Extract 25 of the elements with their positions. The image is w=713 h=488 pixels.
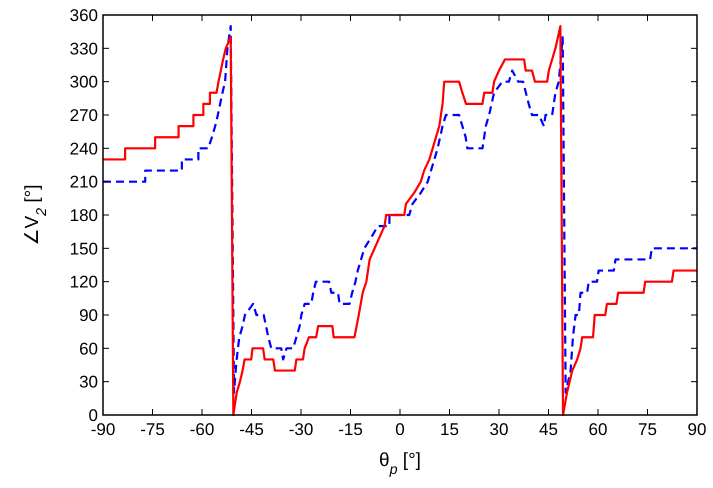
x-tick-label: -15 [338, 420, 363, 439]
y-tick-label: 330 [70, 39, 98, 58]
x-tick-label: 60 [588, 420, 608, 439]
x-tick-label: 15 [440, 420, 459, 439]
x-tick-label: 0 [395, 420, 405, 439]
y-tick-label: 60 [79, 339, 98, 358]
y-tick-label: 120 [70, 272, 98, 292]
x-tick-label: 90 [688, 420, 706, 439]
x-tick-label: 45 [539, 420, 558, 439]
x-tick-label: -75 [140, 420, 165, 439]
x-tick-label: 30 [490, 420, 508, 439]
y-tick-label: 270 [70, 106, 98, 125]
y-tick-label: 240 [70, 139, 98, 158]
y-tick-label: 360 [70, 6, 98, 25]
x-tick-label: -45 [239, 420, 264, 439]
y-tick-label: 30 [79, 372, 98, 392]
y-tick-label: 300 [70, 72, 98, 92]
y-tick-label: 150 [70, 239, 98, 258]
x-axis-title: θ$_{p}$ [°] [379, 450, 421, 478]
y-tick-label: 210 [70, 172, 98, 192]
x-tick-label: 75 [638, 420, 657, 439]
y-tick-label: 90 [79, 306, 98, 325]
x-tick-label: -30 [288, 420, 314, 439]
x-tick-label: -60 [190, 420, 214, 439]
y-tick-label: 180 [70, 206, 98, 225]
